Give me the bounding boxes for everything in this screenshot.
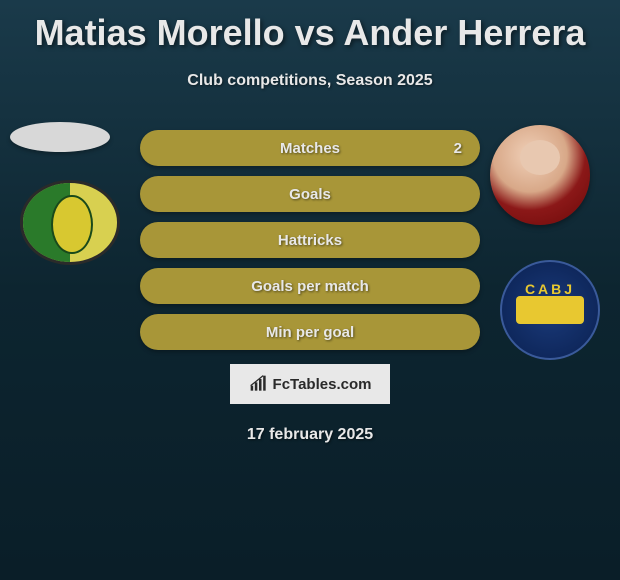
page-subtitle: Club competitions, Season 2025: [0, 72, 620, 90]
stat-row-goals-per-match: Goals per match: [140, 268, 480, 304]
club-badge-left: [20, 180, 120, 265]
stat-label: Min per goal: [266, 324, 354, 341]
stat-row-matches: Matches 2: [140, 130, 480, 166]
player-left-avatar: [10, 122, 110, 152]
footer-date: 17 february 2025: [0, 426, 620, 444]
stat-row-goals: Goals: [140, 176, 480, 212]
page-title: Matias Morello vs Ander Herrera: [0, 0, 620, 54]
stat-label: Goals: [289, 186, 331, 203]
aldosivi-badge-icon: [20, 180, 120, 265]
stat-row-min-per-goal: Min per goal: [140, 314, 480, 350]
player-left-container: [10, 122, 110, 152]
brand-text: FcTables.com: [273, 376, 372, 393]
stat-row-hattricks: Hattricks: [140, 222, 480, 258]
club-badge-right: [500, 260, 600, 360]
stat-label: Hattricks: [278, 232, 342, 249]
player-right-avatar: [490, 125, 590, 225]
stat-label: Goals per match: [251, 278, 369, 295]
brand-badge[interactable]: FcTables.com: [230, 364, 390, 404]
stat-value-right: 2: [454, 140, 462, 157]
player-right-container: [490, 125, 590, 225]
chart-icon: [249, 374, 269, 394]
stat-label: Matches: [280, 140, 340, 157]
boca-badge-icon: [500, 260, 600, 360]
stats-container: Matches 2 Goals Hattricks Goals per matc…: [140, 130, 480, 350]
